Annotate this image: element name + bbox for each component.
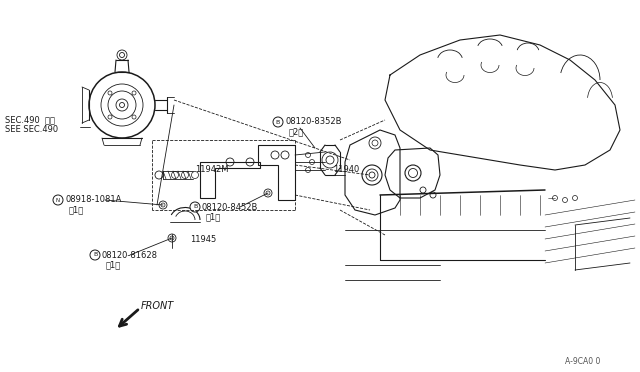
Text: 08120-8452B: 08120-8452B bbox=[202, 202, 259, 212]
Text: B: B bbox=[193, 205, 197, 209]
Text: （1）: （1） bbox=[106, 260, 121, 269]
Text: （1）: （1） bbox=[69, 205, 84, 215]
Text: B: B bbox=[93, 253, 97, 257]
Text: 08918-1081A: 08918-1081A bbox=[65, 196, 122, 205]
Text: 08120-81628: 08120-81628 bbox=[102, 250, 158, 260]
Text: 08120-8352B: 08120-8352B bbox=[285, 118, 342, 126]
Text: A-9CA0 0: A-9CA0 0 bbox=[565, 357, 600, 366]
Text: N: N bbox=[56, 198, 60, 202]
Text: SEE SEC.490: SEE SEC.490 bbox=[5, 125, 58, 135]
Circle shape bbox=[90, 250, 100, 260]
Text: SEC.490  参照: SEC.490 参照 bbox=[5, 115, 55, 125]
Circle shape bbox=[53, 195, 63, 205]
Text: 11945: 11945 bbox=[190, 235, 216, 244]
Text: （2）: （2） bbox=[289, 128, 304, 137]
Circle shape bbox=[273, 117, 283, 127]
Text: 11940: 11940 bbox=[333, 166, 359, 174]
Text: B: B bbox=[276, 119, 280, 125]
Circle shape bbox=[190, 202, 200, 212]
Text: （1）: （1） bbox=[206, 212, 221, 221]
Text: FRONT: FRONT bbox=[141, 301, 174, 311]
Text: 11942M: 11942M bbox=[195, 166, 228, 174]
